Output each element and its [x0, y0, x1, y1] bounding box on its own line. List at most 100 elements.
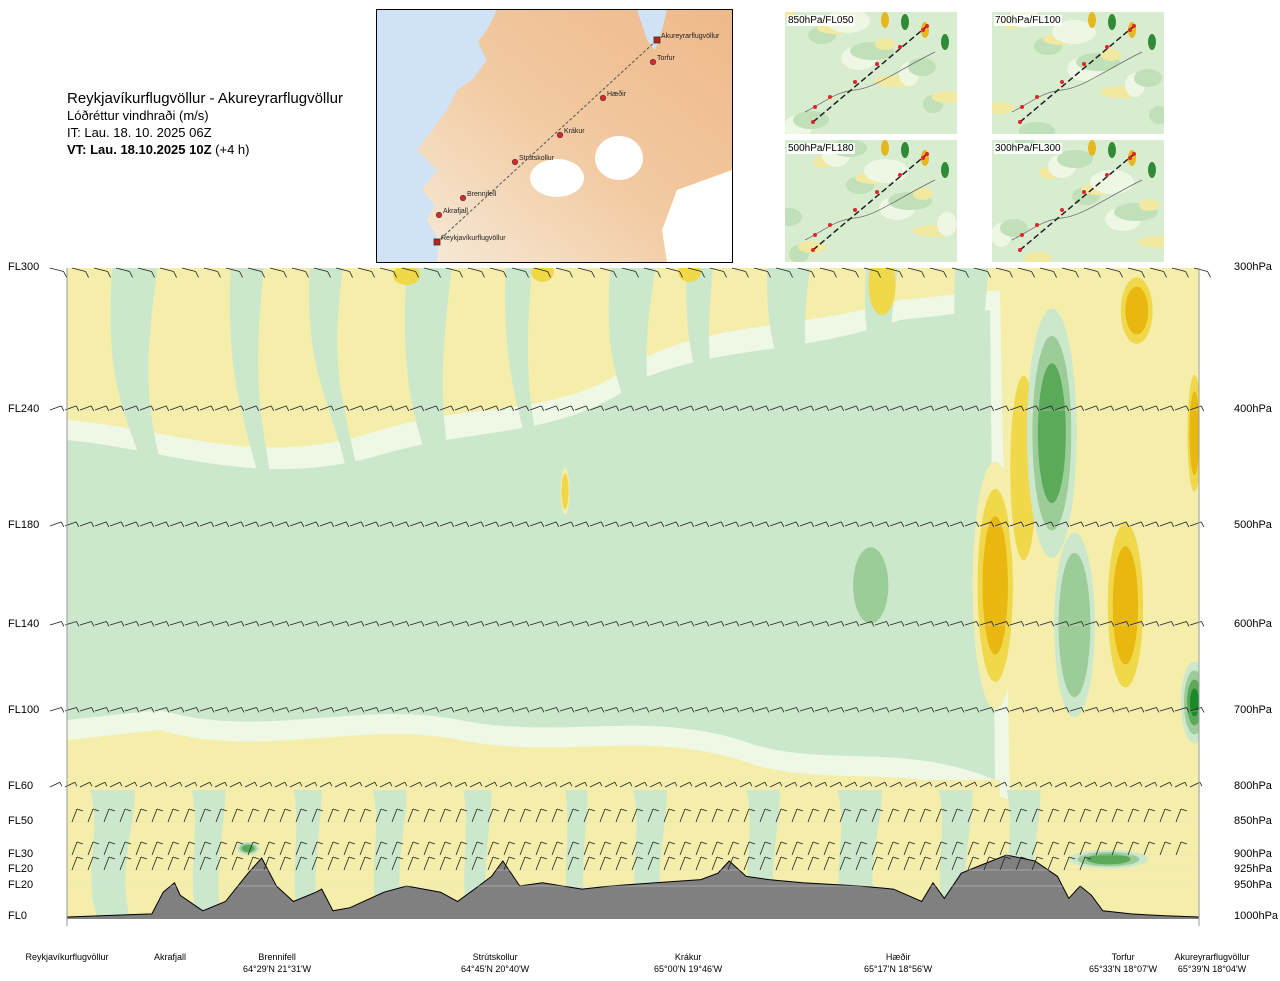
wind-barb	[1129, 707, 1142, 712]
wind-barb	[664, 707, 677, 712]
station-label-5: Hæðir 65°17'N 18°56'W	[864, 951, 932, 975]
wind-barb-flag	[652, 808, 660, 812]
wind-barb	[103, 856, 110, 871]
wind-barb	[1031, 841, 1038, 856]
wind-barb	[229, 781, 241, 788]
wind-barb-flag	[987, 271, 991, 278]
downdraft-streak	[404, 268, 484, 625]
wind-barb	[791, 808, 798, 823]
wind-barb	[1174, 781, 1186, 788]
wind-barb	[559, 621, 572, 626]
wind-barb-flag	[599, 782, 603, 787]
wind-barb	[814, 707, 827, 712]
wind-barb-flag	[1171, 621, 1175, 627]
wind-barb-flag	[615, 405, 620, 412]
minimap-feature	[1148, 162, 1156, 178]
wind-barb	[799, 521, 812, 527]
wind-barb-flag	[1081, 621, 1085, 627]
wind-barb-flag	[75, 521, 80, 528]
wind-barb	[93, 267, 108, 272]
wind-barb	[304, 405, 317, 411]
wind-barb-flag	[371, 271, 375, 278]
wind-barb	[94, 521, 107, 527]
wind-barb-flag	[844, 808, 852, 812]
wind-barb	[391, 841, 398, 856]
wind-barb-flag	[1116, 841, 1124, 845]
wind-barb-flag	[1125, 405, 1130, 412]
wind-barb-flag	[344, 782, 348, 787]
wind-barb-flag	[464, 782, 468, 787]
wind-barb-flag	[241, 707, 245, 713]
wind-barb	[1009, 781, 1021, 788]
wind-barb-flag	[1096, 707, 1100, 713]
wind-barb-flag	[556, 841, 564, 845]
wind-barb	[999, 856, 1006, 871]
wind-barb-flag	[930, 521, 935, 528]
wind-barb-flag	[1207, 271, 1211, 278]
wind-barb-flag	[1036, 808, 1044, 812]
wind-barb	[533, 267, 548, 272]
wind-barb	[1063, 841, 1070, 856]
minimap-point	[875, 190, 879, 194]
minimap-point	[1020, 105, 1024, 109]
wind-barb	[1149, 267, 1164, 272]
wind-barb-flag	[525, 521, 530, 528]
wind-barb-flag	[721, 707, 725, 713]
wind-barb	[919, 808, 926, 823]
minimap-point	[1035, 223, 1039, 227]
wind-barb	[887, 841, 894, 856]
wind-barb	[289, 405, 302, 411]
minimap-route	[1019, 153, 1135, 251]
wind-barb-flag	[860, 841, 868, 845]
wind-barb-flag	[479, 782, 483, 787]
wind-barb	[904, 521, 917, 527]
wind-barb-flag	[572, 808, 580, 812]
wind-barb-flag	[286, 707, 290, 713]
wind-barb	[1114, 781, 1126, 788]
wind-barb	[799, 405, 812, 411]
map-waypoint-marker	[649, 58, 657, 66]
wind-barb	[79, 707, 92, 712]
wind-barb	[424, 405, 437, 411]
wind-barb	[487, 856, 494, 871]
wind-barb-flag	[826, 621, 830, 627]
wind-barb	[1009, 405, 1022, 411]
wind-barb	[169, 707, 182, 712]
wind-barb-flag	[444, 841, 452, 845]
wind-barb-flag	[795, 521, 800, 528]
wind-barb	[647, 808, 654, 823]
wind-barb-flag	[1084, 856, 1092, 860]
flight-level-label: FL20	[8, 863, 34, 875]
minimap-contour	[913, 188, 933, 200]
wind-barb	[469, 781, 481, 788]
wind-barb-flag	[961, 621, 965, 627]
wind-barb-flag	[679, 271, 683, 278]
wind-barb-flag	[188, 841, 196, 845]
wind-barb-flag	[901, 707, 905, 713]
wind-barb	[964, 521, 977, 527]
wind-barb	[919, 621, 932, 626]
wind-barb	[139, 781, 151, 788]
wind-barb-flag	[870, 405, 875, 412]
wind-barb	[619, 405, 632, 411]
wind-barb-flag	[284, 841, 292, 845]
wind-barb	[1047, 808, 1054, 823]
wind-barb-flag	[604, 808, 612, 812]
minimap-contour	[1024, 252, 1052, 262]
wind-barb	[334, 781, 346, 788]
wind-barb	[484, 405, 497, 411]
wind-barb-flag	[972, 808, 980, 812]
wind-barb	[791, 856, 798, 871]
wind-barb	[759, 856, 766, 871]
wind-barb-flag	[225, 521, 230, 528]
wind-barb-flag	[644, 782, 648, 787]
wind-barb	[119, 856, 126, 871]
wind-barb	[304, 781, 316, 788]
wind-barb	[724, 781, 736, 788]
minimap-point	[1128, 156, 1132, 160]
wind-barb-flag	[1052, 808, 1060, 812]
wind-barb-flag	[1068, 841, 1076, 845]
wind-barb-flag	[255, 405, 260, 412]
wind-barb	[1129, 621, 1142, 626]
wind-barb-flag	[451, 621, 455, 627]
